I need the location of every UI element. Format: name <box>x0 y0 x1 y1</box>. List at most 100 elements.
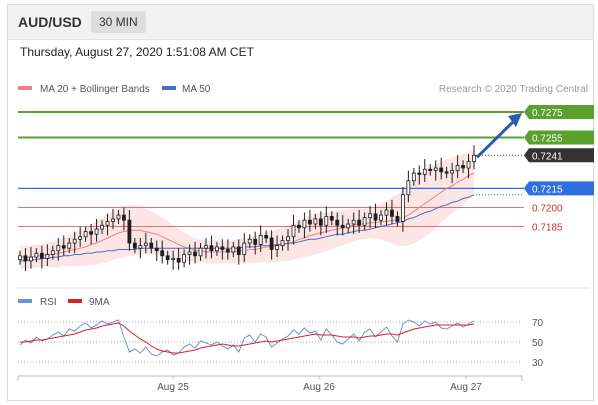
candle-body <box>127 219 132 244</box>
candle-body <box>132 242 137 249</box>
candle-body <box>231 246 236 253</box>
candle-body <box>56 245 61 252</box>
ma9-legend-swatch <box>68 299 82 303</box>
candle-body <box>444 171 449 174</box>
candle-body <box>187 251 192 255</box>
chart-widget: AUD/USD 30 MIN Thursday, August 27, 2020… <box>7 4 594 401</box>
candle-body <box>351 219 356 225</box>
candle-body <box>171 257 176 261</box>
rsi-level-label-50: 50 <box>532 338 544 349</box>
candle-body <box>439 167 444 173</box>
candle-body <box>280 240 285 247</box>
level-label-07241: 0.7241 <box>532 151 563 162</box>
candle-body <box>18 255 22 261</box>
ma9-legend-label: 9MA <box>89 297 110 308</box>
ma50-line <box>20 194 475 262</box>
candle-body <box>182 254 186 263</box>
research-credit: Research © 2020 Trading Central <box>439 84 588 95</box>
candle-body <box>373 213 378 221</box>
x-axis-label: Aug 27 <box>450 382 482 393</box>
candle-body <box>329 215 334 221</box>
candle-body <box>450 170 455 174</box>
projection-arrow-shaft <box>475 116 519 159</box>
level-label-07200: 0.7200 <box>532 203 563 214</box>
candle-body <box>149 242 154 249</box>
candle-body <box>209 245 214 252</box>
candle-body <box>78 236 83 240</box>
rsi-level-label-30: 30 <box>532 358 544 369</box>
candle-body <box>466 161 471 169</box>
candle-body <box>61 245 66 249</box>
candle-body <box>23 255 28 262</box>
candle-body <box>395 215 400 222</box>
candle-body <box>236 246 241 255</box>
candle-body <box>384 209 389 216</box>
chart-datetime: Thursday, August 27, 2020 1:51:08 AM CET <box>20 45 254 59</box>
candle-body <box>297 224 301 229</box>
candle-body <box>269 237 274 250</box>
candle-body <box>264 235 269 239</box>
rsi-line <box>19 319 475 357</box>
candle-body <box>291 224 296 238</box>
candle-body <box>138 245 143 249</box>
candle-body <box>204 245 208 249</box>
ma20-legend-label: MA 20 + Bollinger Bands <box>40 84 150 95</box>
candle-body <box>193 251 197 257</box>
candle-body <box>50 250 55 255</box>
candle-body <box>100 224 104 230</box>
candle-body <box>324 215 329 226</box>
ma20-legend-swatch <box>18 86 32 90</box>
ma50-legend-swatch <box>162 86 176 90</box>
candle-body <box>83 231 88 238</box>
candle-body <box>220 246 225 250</box>
candle-body <box>433 167 438 171</box>
chart-header: AUD/USD 30 MIN <box>8 5 593 40</box>
candle-body <box>176 257 181 263</box>
level-label-07215: 0.7215 <box>532 184 563 195</box>
level-tag-07241 <box>524 148 594 163</box>
candle-body <box>313 218 318 225</box>
candle-body <box>308 219 312 225</box>
candle-body <box>286 236 290 241</box>
candle-body <box>215 246 219 252</box>
candle-body <box>400 194 405 222</box>
timeframe-badge[interactable]: 30 MIN <box>91 11 146 33</box>
level-tag-07215 <box>524 181 594 196</box>
candle-body <box>472 154 476 163</box>
candle-body <box>94 228 99 235</box>
x-axis-label: Aug 26 <box>303 382 335 393</box>
level-label-07275: 0.7275 <box>532 108 563 119</box>
currency-pair-title: AUD/USD <box>18 14 82 30</box>
candle-body <box>45 254 50 259</box>
bollinger-band <box>20 150 474 269</box>
candle-body <box>417 172 422 175</box>
rsi-legend-label: RSI <box>40 297 57 308</box>
candle-body <box>368 213 372 219</box>
candle-body <box>455 165 460 171</box>
candle-body <box>302 219 307 229</box>
level-label-07185: 0.7185 <box>532 223 563 234</box>
candle-body <box>111 218 115 222</box>
candle-body <box>411 172 416 182</box>
level-tag-07275 <box>524 105 594 119</box>
candle-body <box>428 168 433 171</box>
candle-body <box>346 223 351 229</box>
candle-body <box>122 214 126 221</box>
candle-body <box>72 238 77 244</box>
candle-body <box>242 242 247 255</box>
candle-body <box>379 214 383 221</box>
candle-body <box>422 168 427 175</box>
candle-body <box>29 256 33 262</box>
candle-body <box>406 180 411 196</box>
rsi-level-label-70: 70 <box>532 318 544 329</box>
candle-body <box>160 250 165 257</box>
candle-body <box>225 249 230 253</box>
x-axis-label: Aug 25 <box>157 382 189 393</box>
candle-body <box>335 219 340 226</box>
candle-body <box>258 235 263 245</box>
ma50-legend-label: MA 50 <box>182 84 211 95</box>
candle-body <box>275 245 279 250</box>
candle-body <box>34 252 39 258</box>
candle-body <box>165 255 170 261</box>
